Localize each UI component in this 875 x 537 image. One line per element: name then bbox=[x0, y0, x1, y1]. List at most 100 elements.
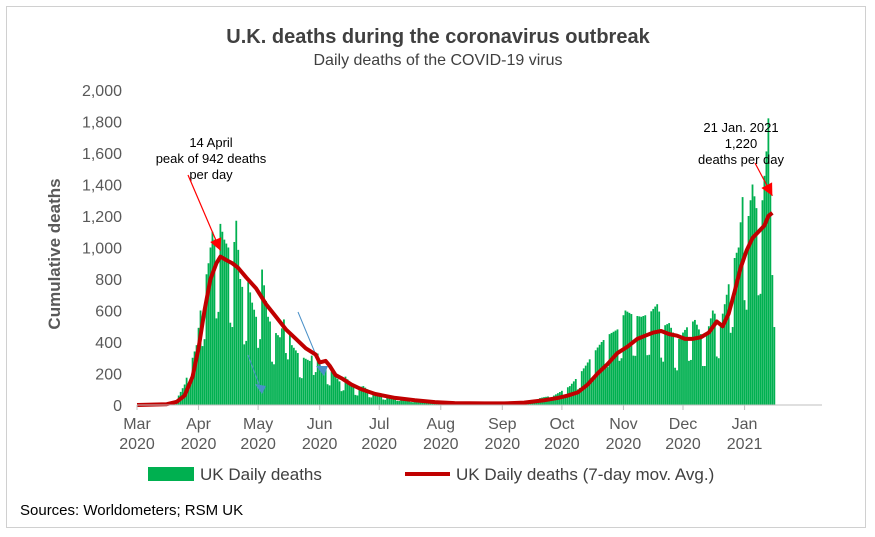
legend-swatch-daily bbox=[148, 467, 194, 481]
bar-daily bbox=[245, 340, 248, 405]
bar-daily bbox=[285, 353, 287, 405]
bar-daily bbox=[360, 386, 363, 406]
annotation-arrow bbox=[187, 174, 221, 251]
bar-daily bbox=[229, 322, 232, 405]
bar-daily bbox=[741, 197, 744, 405]
bar-daily bbox=[243, 344, 246, 405]
bar-daily bbox=[634, 355, 637, 405]
bar-daily bbox=[312, 374, 315, 405]
bar-daily bbox=[425, 402, 428, 405]
bar-daily bbox=[386, 395, 389, 405]
bar-daily bbox=[737, 247, 740, 405]
blue-arrow-2-head bbox=[316, 366, 328, 376]
blue-arrow-1-head bbox=[255, 384, 266, 394]
bar-daily bbox=[336, 378, 339, 405]
bar-daily bbox=[670, 327, 672, 405]
bar-daily bbox=[217, 311, 220, 405]
legend-label-ma: UK Daily deaths (7-day mov. Avg.) bbox=[456, 465, 714, 484]
bar-daily bbox=[193, 351, 196, 405]
bar-daily bbox=[749, 200, 752, 405]
bar-daily bbox=[763, 175, 766, 405]
bar-daily bbox=[283, 319, 285, 405]
bar-daily bbox=[199, 310, 202, 405]
y-tick-label: 2,000 bbox=[82, 83, 122, 100]
bar-daily bbox=[195, 345, 198, 405]
bar-daily bbox=[654, 306, 657, 405]
bar-daily bbox=[600, 342, 603, 405]
bar-daily bbox=[344, 376, 347, 405]
bar-daily bbox=[723, 304, 726, 405]
bar-daily bbox=[241, 286, 244, 406]
bar-daily bbox=[761, 200, 764, 405]
bar-daily bbox=[328, 385, 331, 405]
bar-daily bbox=[773, 327, 776, 405]
bar-daily bbox=[396, 400, 398, 405]
x-tick-month: Jul bbox=[369, 416, 389, 433]
y-tick-label: 1,600 bbox=[82, 146, 122, 163]
y-tick-label: 1,000 bbox=[82, 241, 122, 258]
bar-daily bbox=[646, 355, 649, 405]
bar-daily bbox=[676, 370, 678, 405]
y-tick-label: 0 bbox=[113, 398, 122, 415]
bar-daily bbox=[755, 208, 758, 406]
bar-daily bbox=[281, 328, 283, 405]
bar-daily bbox=[368, 397, 371, 405]
bar-daily bbox=[692, 321, 694, 405]
bar-daily bbox=[225, 243, 228, 405]
axes-layer: 0 200 400 600 800 1,000 1,200 1,400 1,600 1,800 2,… bbox=[82, 83, 822, 453]
bar-daily bbox=[213, 239, 216, 406]
bar-daily bbox=[644, 315, 647, 405]
bar-daily bbox=[316, 353, 319, 405]
bar-daily bbox=[650, 311, 653, 405]
bar-daily bbox=[767, 118, 770, 405]
x-tick-month: May bbox=[243, 416, 273, 433]
bar-daily bbox=[616, 329, 619, 405]
bar-daily bbox=[356, 395, 359, 405]
bar-daily bbox=[322, 369, 325, 405]
bar-daily bbox=[418, 400, 420, 405]
bar-daily bbox=[340, 391, 343, 405]
bar-daily bbox=[287, 359, 289, 405]
legend: UK Daily deaths UK Daily deaths (7-day m… bbox=[148, 465, 714, 484]
y-tick-label: 200 bbox=[95, 367, 122, 384]
x-tick-year: 2021 bbox=[727, 436, 763, 453]
bar-daily bbox=[414, 400, 416, 405]
bar-daily bbox=[753, 196, 756, 405]
bar-daily bbox=[294, 350, 297, 405]
bar-daily bbox=[279, 337, 281, 405]
bar-daily bbox=[223, 239, 226, 406]
x-tick-month: Jan bbox=[732, 416, 758, 433]
bar-daily bbox=[686, 327, 688, 405]
x-tick-year: 2020 bbox=[423, 436, 459, 453]
bar-daily bbox=[699, 334, 702, 406]
bar-daily bbox=[265, 301, 267, 405]
x-tick-year: 2020 bbox=[606, 436, 642, 453]
bar-daily bbox=[592, 376, 595, 405]
bar-daily bbox=[707, 326, 710, 405]
bar-daily bbox=[765, 151, 768, 405]
annotation-text: 21 Jan. 2021 bbox=[703, 120, 778, 135]
bar-daily bbox=[352, 385, 355, 405]
bar-daily bbox=[694, 319, 696, 405]
bar-daily bbox=[300, 378, 303, 405]
bar-daily bbox=[330, 371, 333, 405]
bar-daily bbox=[332, 373, 335, 405]
bar-daily bbox=[348, 381, 351, 405]
bar-daily bbox=[735, 252, 738, 405]
bar-daily bbox=[739, 222, 742, 405]
bar-daily bbox=[398, 401, 400, 405]
bar-daily bbox=[604, 368, 607, 405]
bar-daily bbox=[288, 333, 291, 405]
bar-daily bbox=[326, 384, 329, 405]
bar-daily bbox=[632, 355, 635, 405]
bar-daily bbox=[725, 294, 728, 405]
bar-daily bbox=[640, 316, 643, 405]
bar-daily bbox=[400, 398, 402, 405]
bar-daily bbox=[416, 400, 418, 405]
bar-daily bbox=[271, 361, 273, 405]
bar-daily bbox=[733, 258, 736, 405]
bar-daily bbox=[610, 332, 613, 405]
bar-daily bbox=[388, 396, 391, 405]
source-note: Sources: Worldometers; RSM UK bbox=[20, 502, 243, 519]
bar-daily bbox=[668, 323, 671, 405]
